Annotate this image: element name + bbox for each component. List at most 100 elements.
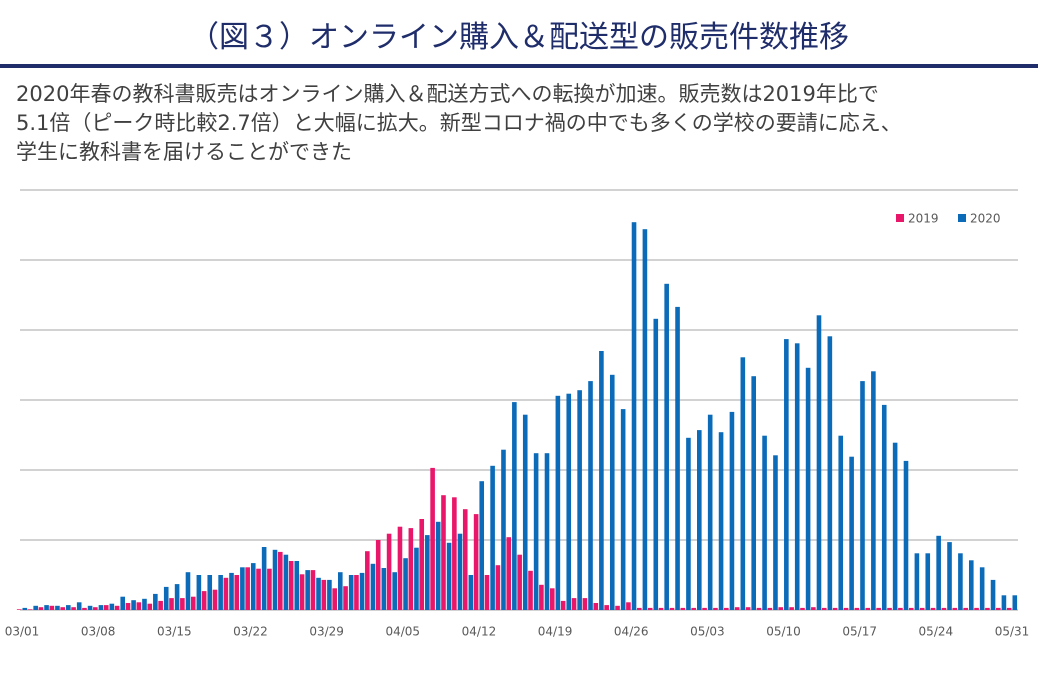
- bar: [919, 607, 925, 610]
- bar: [16, 609, 22, 610]
- bar: [930, 607, 936, 610]
- bar: [996, 607, 1001, 610]
- bar: [588, 381, 593, 610]
- bar: [473, 514, 479, 610]
- description: 2020年春の教科書販売はオンライン購入＆配送方式への転換が加速。販売数は201…: [16, 80, 902, 167]
- bar: [794, 343, 800, 610]
- bar: [898, 607, 903, 610]
- legend-label: 2020: [970, 212, 1001, 226]
- bar: [495, 565, 501, 610]
- bar: [147, 603, 153, 610]
- bar: [533, 453, 539, 610]
- x-tick-label: 04/19: [538, 625, 573, 639]
- bar: [397, 526, 403, 610]
- bar: [658, 607, 664, 610]
- bar: [223, 577, 229, 610]
- legend-swatch: [896, 214, 904, 222]
- bar: [163, 586, 169, 610]
- description-line: 5.1倍（ピーク時比較2.7倍）と大幅に拡大。新型コロナ禍の中でも多くの学校の要…: [16, 111, 902, 135]
- bar: [865, 607, 871, 610]
- bar: [805, 367, 811, 610]
- bar: [887, 607, 892, 610]
- bar: [811, 607, 816, 610]
- bar: [250, 563, 256, 610]
- bar: [44, 605, 49, 610]
- bar: [990, 579, 996, 610]
- bar: [539, 584, 544, 610]
- bar: [174, 584, 180, 610]
- bar: [414, 547, 419, 610]
- bar: [871, 371, 876, 610]
- bar: [294, 561, 300, 610]
- bar: [925, 553, 931, 610]
- bar: [952, 607, 958, 610]
- bar: [985, 607, 990, 610]
- bar: [120, 596, 126, 610]
- x-tick-label: 05/17: [842, 625, 877, 639]
- bar: [631, 222, 637, 610]
- x-tick-label: 04/12: [462, 625, 497, 639]
- bar: [267, 568, 272, 610]
- bar: [441, 495, 446, 610]
- bar: [506, 537, 512, 610]
- bar: [642, 229, 648, 610]
- bar: [734, 607, 740, 610]
- bar: [76, 602, 82, 610]
- bar: [620, 409, 626, 610]
- x-tick-label: 05/10: [766, 625, 801, 639]
- bar: [332, 588, 337, 610]
- bar: [876, 607, 881, 610]
- bar: [114, 605, 120, 610]
- bar: [664, 283, 669, 610]
- bar: [207, 575, 213, 610]
- bar: [528, 570, 533, 610]
- bar: [838, 435, 844, 610]
- bar: [375, 540, 381, 610]
- x-tick-label: 04/05: [385, 625, 420, 639]
- bar: [256, 568, 261, 610]
- bar: [479, 481, 485, 610]
- legend-swatch: [958, 214, 966, 222]
- bar: [555, 395, 561, 610]
- bar: [125, 603, 131, 610]
- description-line: 学生に教科書を届けることができた: [16, 140, 352, 164]
- bar: [941, 607, 947, 610]
- bar: [201, 591, 207, 610]
- legend-label: 2019: [908, 212, 939, 226]
- bar: [571, 598, 577, 610]
- bar: [522, 414, 528, 610]
- bar: [457, 533, 463, 610]
- bar: [1012, 595, 1018, 610]
- bar: [109, 603, 115, 610]
- bar: [22, 607, 28, 610]
- bar: [724, 607, 729, 610]
- bar: [501, 449, 506, 610]
- bar: [517, 554, 522, 610]
- bar: [419, 519, 425, 610]
- bar: [669, 607, 675, 610]
- bar: [947, 542, 952, 610]
- bar: [93, 607, 98, 610]
- bar: [756, 607, 762, 610]
- bar: [718, 432, 724, 610]
- bar: [903, 460, 909, 610]
- bar: [512, 402, 517, 610]
- bar: [305, 570, 310, 610]
- x-tick-label: 03/15: [157, 625, 192, 639]
- bar: [908, 607, 914, 610]
- bar: [615, 605, 620, 610]
- bar: [697, 430, 702, 610]
- bar: [435, 521, 441, 610]
- bar: [784, 339, 789, 610]
- bar: [974, 607, 979, 610]
- bar: [381, 568, 387, 610]
- bar: [1001, 595, 1007, 610]
- bar: [38, 607, 44, 610]
- bar: [430, 467, 435, 610]
- x-tick-label: 05/31: [995, 625, 1030, 639]
- bar: [261, 547, 267, 610]
- bar: [549, 588, 555, 610]
- bar: [745, 607, 751, 610]
